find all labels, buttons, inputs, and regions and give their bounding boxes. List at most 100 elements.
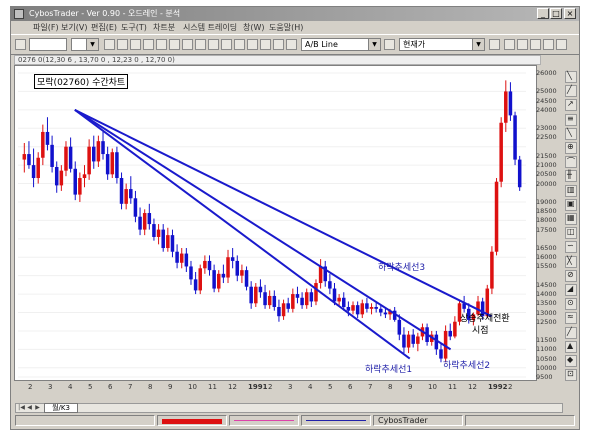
drawing-tool-icon[interactable]: ╱ xyxy=(565,85,577,98)
y-tick-label: 22500 xyxy=(536,133,557,142)
print-icon[interactable] xyxy=(130,39,141,50)
trendline-1[interactable] xyxy=(74,109,411,360)
text-icon[interactable] xyxy=(260,39,271,50)
zoom-in-icon[interactable] xyxy=(221,39,232,50)
drawing-tool-icon[interactable]: ╫ xyxy=(565,170,577,183)
tab-sheet[interactable]: 월/K3 xyxy=(44,403,78,413)
new-icon[interactable] xyxy=(15,39,26,50)
tab-next-icon[interactable]: ▶ xyxy=(35,404,40,411)
menu-window[interactable]: 창(W) xyxy=(243,23,265,32)
drawing-tool-glyph: ╳ xyxy=(567,255,572,265)
zoom-out-icon[interactable] xyxy=(234,39,245,50)
drawing-tool-icon[interactable]: ∽ xyxy=(565,241,577,254)
period-combo[interactable]: ▼ xyxy=(71,38,99,51)
apply-icon[interactable] xyxy=(489,39,500,50)
drawing-tool-icon[interactable]: ⊡ xyxy=(565,369,577,382)
code-input[interactable] xyxy=(29,38,67,51)
candle xyxy=(457,299,462,326)
menu-tools[interactable]: 도구(T) xyxy=(121,23,147,32)
drawing-tool-icon[interactable]: ⊘ xyxy=(565,269,577,282)
x-tick-label: 10 xyxy=(428,383,437,391)
price-type-combo[interactable]: 현재가 ▼ xyxy=(399,38,485,51)
line-chart-icon[interactable] xyxy=(156,39,167,50)
y-tick-label: 9500 xyxy=(536,373,553,381)
candle xyxy=(249,281,253,309)
maximize-button[interactable]: □ xyxy=(550,8,562,19)
drawing-tool-palette: ╲ ╱ ↗ ≡ ╲ ⊕ ⌒ ╫ ▥ ▣ ▦ ◫ ∽ ╳ ⊘ ◢ ⊙ ≈ ╱ ▲ ◆ ⊡ xyxy=(563,65,579,385)
candle xyxy=(27,141,31,169)
drawing-tool-icon[interactable]: ╱ xyxy=(565,326,577,339)
drawing-tool-icon[interactable]: ↗ xyxy=(565,99,577,112)
candle xyxy=(203,255,207,274)
drawing-tool-icon[interactable]: ◫ xyxy=(565,227,577,240)
drawing-tool-glyph: ▦ xyxy=(567,213,575,222)
candle xyxy=(217,270,221,293)
tab-first-icon[interactable]: |◀ xyxy=(18,404,25,411)
drawing-tool-icon[interactable]: ⊙ xyxy=(565,298,577,311)
save-icon[interactable] xyxy=(117,39,128,50)
drawing-tool-glyph: ◆ xyxy=(567,355,574,364)
open-icon[interactable] xyxy=(104,39,115,50)
candle-icon[interactable] xyxy=(169,39,180,50)
layout-icon-2[interactable] xyxy=(517,39,528,50)
settings-icon[interactable] xyxy=(384,39,395,50)
candle xyxy=(258,279,263,298)
candle xyxy=(286,297,290,313)
trendline-3[interactable] xyxy=(74,108,492,318)
bar-chart-icon[interactable] xyxy=(143,39,154,50)
menu-file[interactable]: 파일(F) xyxy=(33,23,59,32)
indicator-icon[interactable] xyxy=(208,39,219,50)
candle xyxy=(105,146,110,180)
x-tick-label: 4 xyxy=(308,383,313,391)
tab-prev-icon[interactable]: ◀ xyxy=(27,404,32,411)
menu-help[interactable]: 도움말(H) xyxy=(269,23,304,32)
drawing-tool-icon[interactable]: ╲ xyxy=(565,127,577,140)
drawing-tool-icon[interactable]: ▲ xyxy=(565,340,577,353)
drawing-tool-icon[interactable]: ◆ xyxy=(565,355,577,367)
y-tick-label: 19000 xyxy=(536,197,557,206)
drawing-tool-glyph: ↗ xyxy=(567,99,574,109)
trendline-2[interactable] xyxy=(74,109,452,351)
candle xyxy=(45,117,50,151)
drawing-tool-icon[interactable]: ≡ xyxy=(565,113,577,126)
menu-view[interactable]: 보기(V) xyxy=(61,23,88,32)
drawing-tool-glyph: ╫ xyxy=(567,170,572,180)
layout-icon-3[interactable] xyxy=(530,39,541,50)
y-tick-label: 14000 xyxy=(536,290,557,299)
candle xyxy=(101,130,105,160)
layout-icon-5[interactable] xyxy=(556,39,567,50)
drawing-tool-icon[interactable]: ⊕ xyxy=(565,142,577,154)
candle xyxy=(22,143,27,173)
drawing-tool-icon[interactable]: ◢ xyxy=(565,284,577,296)
y-tick-label: 20500 xyxy=(536,170,557,179)
menu-chart[interactable]: 차트분 xyxy=(153,23,176,32)
menu-edit[interactable]: 편집(E) xyxy=(91,23,118,32)
drawing-tool-glyph: ▥ xyxy=(567,184,575,194)
layout-icon-1[interactable] xyxy=(504,39,515,50)
close-button[interactable]: × xyxy=(564,8,576,19)
fibonacci-icon[interactable] xyxy=(286,39,297,50)
candle xyxy=(263,284,267,309)
menu-system-trading[interactable]: 시스템 트레이딩 xyxy=(183,23,238,32)
drawing-tool-icon[interactable]: ▣ xyxy=(565,198,577,211)
drawing-tool-icon[interactable]: ⌒ xyxy=(565,156,577,169)
candle xyxy=(36,152,40,184)
x-tick-label: 9 xyxy=(408,383,413,391)
grid-icon[interactable] xyxy=(195,39,206,50)
layout-icon-4[interactable] xyxy=(543,39,554,50)
volume-icon[interactable] xyxy=(182,39,193,50)
drawing-tool-icon[interactable]: ╳ xyxy=(565,255,577,268)
drawing-tool-icon[interactable]: ▦ xyxy=(565,213,577,225)
line-type-combo[interactable]: A/B Line ▼ xyxy=(301,38,381,51)
cursor-icon[interactable] xyxy=(247,39,258,50)
drawing-tool-glyph: ▣ xyxy=(567,198,575,208)
price-type-value: 현재가 xyxy=(403,40,426,49)
y-tick-label: 25000 xyxy=(536,87,557,96)
price-chart[interactable] xyxy=(14,65,537,381)
drawing-tool-icon[interactable]: ▥ xyxy=(565,184,577,197)
trendline-icon[interactable] xyxy=(273,39,284,50)
minimize-button[interactable]: _ xyxy=(537,8,549,19)
drawing-tool-icon[interactable]: ╲ xyxy=(565,71,577,83)
drawing-tool-icon[interactable]: ≈ xyxy=(565,312,577,325)
candle xyxy=(402,327,406,354)
